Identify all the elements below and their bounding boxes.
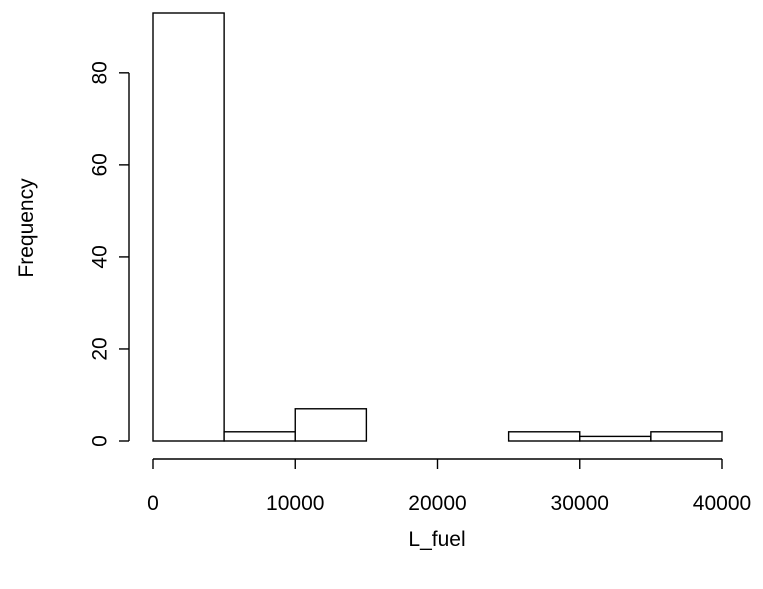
y-axis-title: Frequency bbox=[15, 178, 38, 278]
histogram-bar-6 bbox=[579, 435, 652, 442]
histogram-bar-2 bbox=[294, 408, 368, 442]
x-tick-label-3: 30000 bbox=[551, 492, 609, 515]
y-tick-label-0: 0 bbox=[89, 435, 112, 447]
y-tick-label-4: 80 bbox=[89, 61, 112, 84]
y-axis: 0 20 40 60 80 bbox=[89, 61, 130, 447]
histogram-bar-7 bbox=[650, 431, 723, 442]
histogram-bar-5 bbox=[507, 431, 581, 442]
x-axis-title: L_fuel bbox=[408, 528, 465, 551]
y-tick-label-1: 20 bbox=[89, 337, 112, 360]
x-tick-label-1: 10000 bbox=[266, 492, 324, 515]
histogram-bar-0 bbox=[152, 12, 225, 442]
y-tick-label-2: 40 bbox=[89, 245, 112, 268]
x-tick-label-4: 40000 bbox=[693, 492, 751, 515]
x-tick-label-0: 0 bbox=[147, 492, 159, 515]
y-tick-label-3: 60 bbox=[89, 153, 112, 176]
x-axis: 0 10000 20000 30000 40000 bbox=[147, 458, 751, 515]
bars-group bbox=[152, 12, 723, 442]
x-tick-label-2: 20000 bbox=[408, 492, 466, 515]
histogram-bar-1 bbox=[223, 431, 296, 442]
